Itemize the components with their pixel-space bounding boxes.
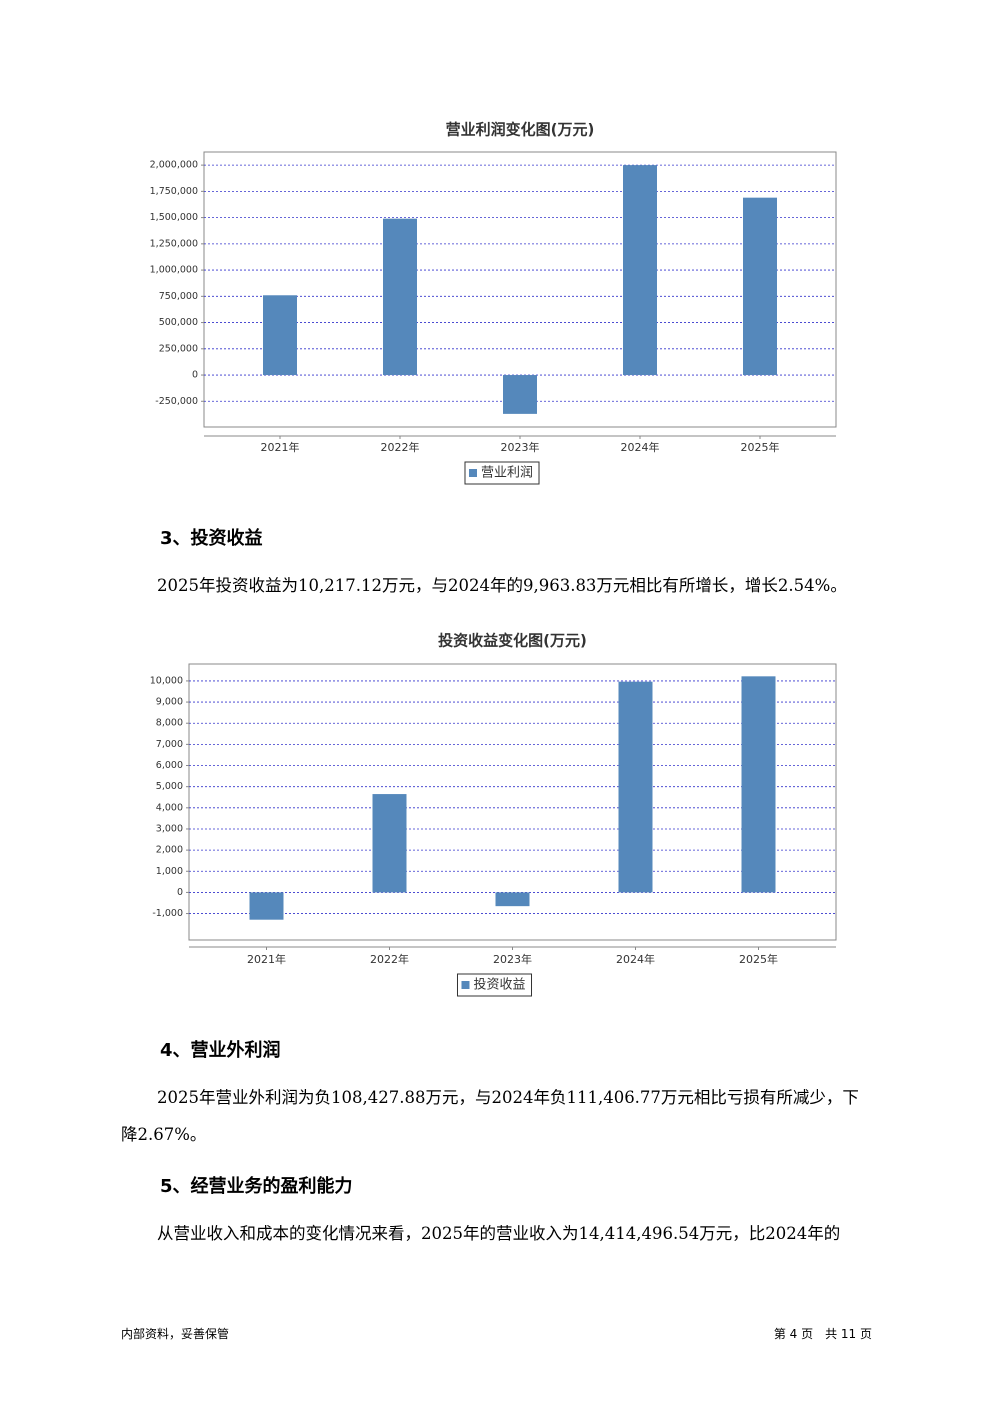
- y-tick-label: 7,000: [156, 739, 183, 750]
- x-tick-label: 2025年: [741, 440, 780, 454]
- y-tick-label: 500,000: [159, 317, 198, 328]
- y-tick-label: -1,000: [152, 908, 183, 919]
- x-tick-label: 2021年: [247, 952, 286, 966]
- footer-right: 第 4 页 共 11 页: [773, 1327, 872, 1341]
- y-tick-label: 1,250,000: [150, 238, 198, 249]
- x-tick-label: 2022年: [370, 952, 409, 966]
- bar: [503, 375, 537, 414]
- x-tick-label: 2021年: [261, 440, 300, 454]
- legend-label: 营业利润: [481, 466, 533, 481]
- bar: [618, 681, 653, 893]
- y-tick-label: 1,500,000: [150, 212, 198, 223]
- legend-swatch: [468, 469, 477, 477]
- x-tick-label: 2023年: [501, 440, 540, 454]
- x-tick-label: 2023年: [493, 952, 532, 966]
- bar: [495, 892, 530, 907]
- bar: [623, 165, 657, 376]
- y-tick-label: 9,000: [156, 697, 183, 708]
- y-tick-label: 2,000,000: [150, 160, 198, 171]
- y-tick-label: 2,000: [156, 845, 183, 856]
- legend-swatch: [461, 981, 470, 989]
- y-tick-label: 5,000: [156, 781, 183, 792]
- y-tick-label: 4,000: [156, 802, 183, 813]
- section-heading: 4、营业外利润: [160, 1040, 281, 1061]
- section-heading: 3、投资收益: [160, 528, 263, 549]
- y-tick-label: 8,000: [156, 718, 183, 729]
- y-tick-label: 0: [192, 370, 198, 381]
- chart: 投资收益变化图(万元) -1,000 0 1,000 2,000 3,000 4,000 5,…: [150, 632, 837, 997]
- footer-left: 内部资料，妥善保管: [121, 1327, 230, 1341]
- bar: [741, 676, 776, 893]
- y-tick-label: 3,000: [156, 823, 183, 834]
- legend-box: [456, 973, 533, 997]
- y-tick-label: 750,000: [159, 291, 198, 302]
- chart: 营业利润变化图(万元) -250,000 0 250,000 500,000 750,00…: [150, 121, 837, 485]
- bar: [372, 794, 407, 893]
- x-tick-label: 2024年: [616, 952, 655, 966]
- chart-title: 营业利润变化图(万元): [446, 121, 595, 139]
- bar: [249, 892, 284, 920]
- y-tick-label: 10,000: [150, 675, 183, 686]
- y-tick-label: 0: [177, 887, 183, 898]
- legend-label: 投资收益: [473, 977, 525, 993]
- x-tick-label: 2025年: [739, 952, 778, 966]
- y-tick-label: 1,000,000: [150, 265, 198, 276]
- y-tick-label: 6,000: [156, 760, 183, 771]
- bar: [743, 197, 777, 376]
- bar: [383, 218, 417, 376]
- y-tick-label: 1,000: [156, 866, 183, 877]
- chart-title: 投资收益变化图(万元): [438, 632, 587, 650]
- paragraph: 从营业收入和成本的变化情况来看，2025年的营业收入为14,414,496.54…: [157, 1224, 841, 1243]
- paragraph: 2025年投资收益为10,217.12万元，与2024年的9,963.83万元相…: [157, 576, 847, 595]
- y-tick-label: -250,000: [155, 396, 198, 407]
- x-tick-label: 2024年: [621, 440, 660, 454]
- section-heading: 5、经营业务的盈利能力: [160, 1176, 353, 1197]
- bar: [263, 295, 297, 376]
- x-tick-label: 2022年: [381, 440, 420, 454]
- legend-box: [464, 461, 540, 485]
- y-tick-label: 1,750,000: [150, 186, 198, 197]
- y-tick-label: 250,000: [159, 343, 198, 354]
- paragraph: 2025年营业外利润为负108,427.88万元，与2024年负111,406.…: [121, 1088, 859, 1144]
